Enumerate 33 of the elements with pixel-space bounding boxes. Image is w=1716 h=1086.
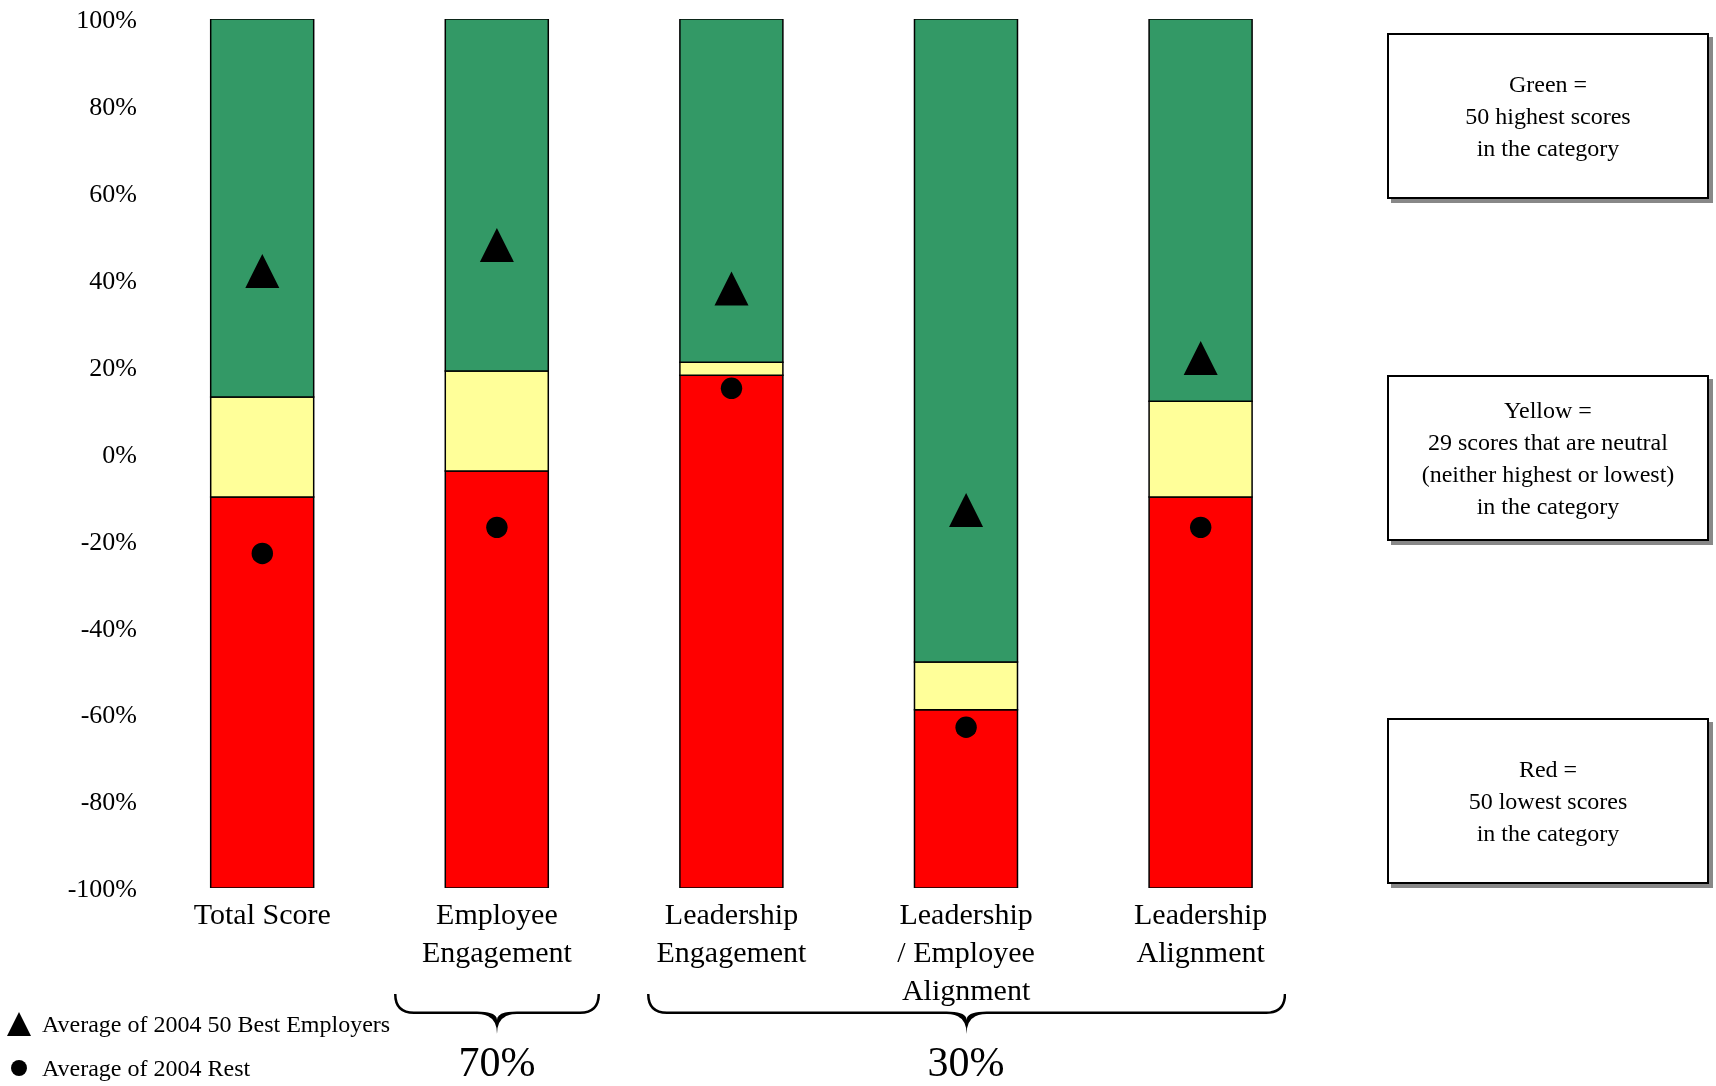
x-tick-label: Employee Engagement (421, 897, 573, 968)
text: Green = 50 highest scores in the category (1387, 33, 1709, 199)
y-tick-label: -40% (80, 613, 137, 643)
point (479, 227, 514, 262)
point (251, 542, 273, 565)
y-tick-label: -80% (80, 787, 137, 817)
legend-label: Average of 2004 Rest (42, 1054, 251, 1083)
x-tick-label: Leadership Alignment (1134, 897, 1268, 968)
y-tick-label: 20% (89, 352, 137, 382)
legend-label: Average of 2004 50 Best Employers (42, 1010, 391, 1039)
point (1189, 516, 1212, 539)
point (714, 271, 749, 306)
x-tick-label: Total Score (193, 897, 331, 930)
y-tick-label: 40% (89, 265, 137, 295)
point (720, 377, 743, 400)
x-tick-label: Leadership / Employee Alignment (897, 897, 1035, 1006)
text: 70% (457, 1039, 537, 1085)
point (486, 516, 508, 539)
text: 30% (926, 1039, 1006, 1085)
text: Yellow = 29 scores that are neutral (neither highest or lowest) in the category (1387, 375, 1709, 541)
y-tick-label: -100% (67, 874, 137, 904)
y-tick-label: 80% (89, 92, 137, 122)
point (245, 254, 280, 289)
x-tick-label: Leadership Engagement (656, 897, 808, 968)
y-tick-label: 60% (89, 179, 137, 209)
y-tick-label: 100% (76, 5, 137, 35)
point (1183, 340, 1218, 375)
y-tick-label: 0% (102, 439, 137, 469)
y-tick-label: -20% (80, 526, 137, 556)
point (949, 492, 984, 527)
y-tick-label: -60% (80, 700, 137, 730)
text: Red = 50 lowest scores in the category (1387, 718, 1709, 884)
point (955, 716, 977, 738)
